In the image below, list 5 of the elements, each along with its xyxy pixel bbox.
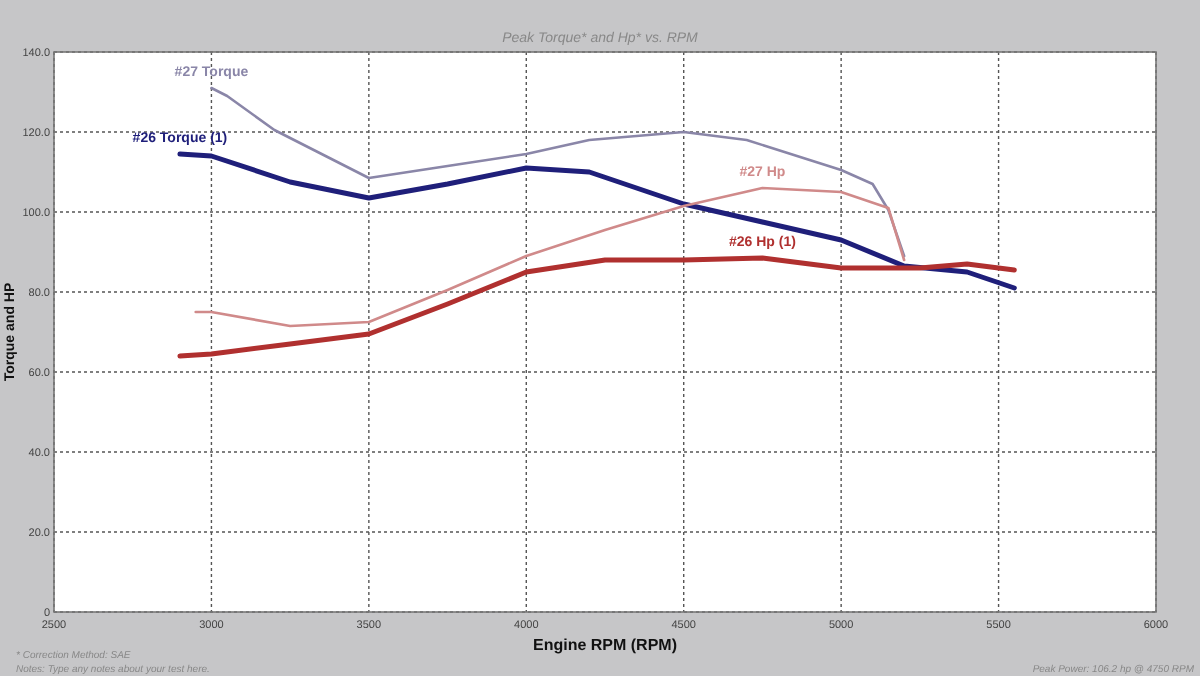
line-series: [194, 186, 906, 328]
line-series: [177, 255, 1017, 359]
line-series: [210, 86, 906, 258]
x-axis-title: Engine RPM (RPM): [533, 636, 678, 654]
line-series: [177, 151, 1017, 291]
